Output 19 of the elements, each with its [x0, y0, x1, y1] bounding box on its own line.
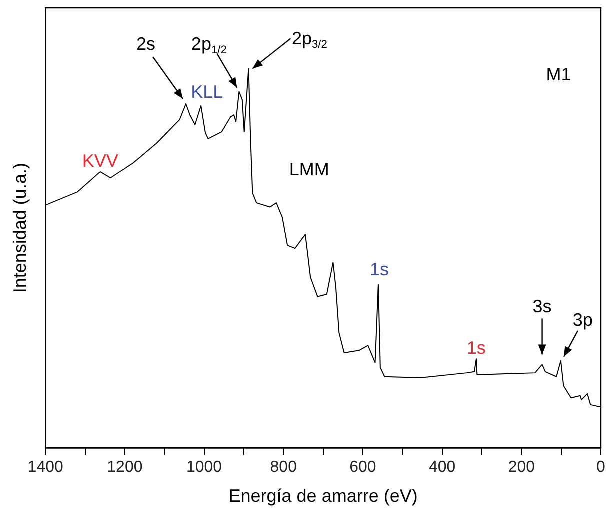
annotation: M1: [546, 64, 572, 84]
y-axis-title: Intensidad (u.a.): [10, 163, 30, 294]
x-tick-label: 1200: [107, 459, 143, 476]
annotation: 3p: [572, 310, 593, 330]
annotation: KVV: [82, 150, 118, 171]
annotation: LMM: [289, 159, 330, 180]
x-tick-label: 1000: [186, 459, 222, 476]
annotation: 1s: [466, 338, 486, 358]
x-tick-label: 1400: [28, 459, 64, 476]
x-tick-label: 600: [350, 459, 376, 476]
annotation: 1s: [370, 260, 389, 280]
x-tick-label: 200: [508, 459, 536, 476]
annotation: 3s: [532, 296, 552, 317]
annotation: 2s: [136, 34, 156, 54]
x-axis-title: Energía de amarre (eV): [228, 486, 418, 506]
x-tick-label: 800: [270, 459, 298, 476]
x-tick-label: 0: [596, 459, 606, 476]
annotation: KLL: [191, 82, 224, 102]
x-tick-label: 400: [428, 459, 456, 476]
